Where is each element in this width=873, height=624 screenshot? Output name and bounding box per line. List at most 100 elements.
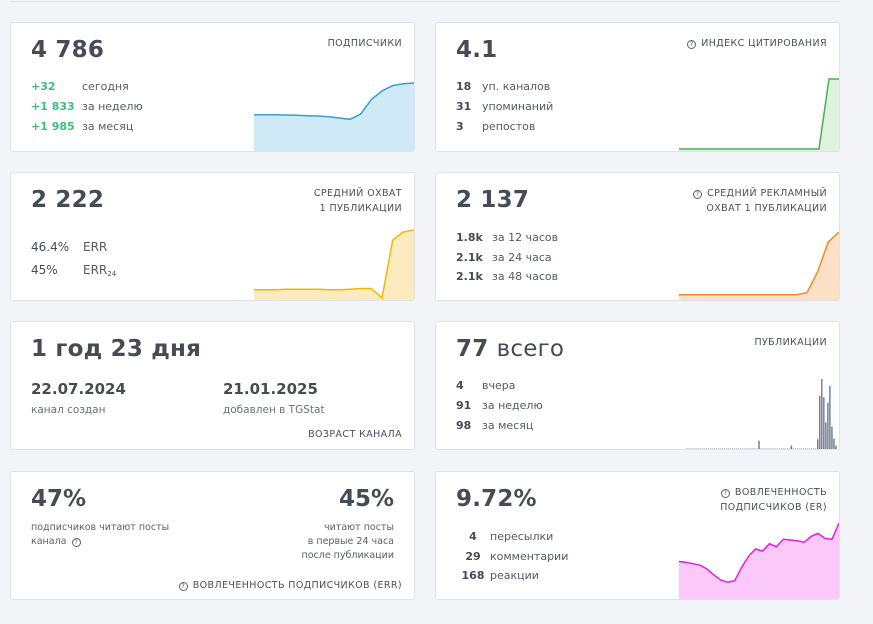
posts-bar <box>792 448 795 449</box>
info-circle-icon[interactable]: ? <box>693 190 703 199</box>
sparkline-area <box>254 83 414 151</box>
posts-bar <box>744 448 746 449</box>
stat-row: 168 реакции <box>461 569 539 582</box>
ad-reach-sparkline <box>679 231 839 300</box>
er-card[interactable]: 9.72% ? ВОВЛЕЧЕННОСТЬ ПОДПИСЧИКОВ (ER) 4 пе… <box>435 471 840 600</box>
posts-bar <box>819 395 821 449</box>
stat-row: 45% ERR24 <box>31 263 117 278</box>
posts-bar <box>717 448 720 449</box>
posts-bar <box>735 448 738 449</box>
posts-bar <box>810 448 813 449</box>
posts-bar <box>723 448 726 449</box>
sparkline-line <box>679 78 839 150</box>
posts-bar <box>703 448 705 449</box>
err-card[interactable]: 47% подписчиков читают посты канала ? 45%… <box>10 471 415 600</box>
ad-reach-stats: 1.8k за 12 часов 2.1k за 24 часа 2.1k за 48… <box>456 228 558 287</box>
subscribers-label: ПОДПИСЧИКИ <box>327 38 402 49</box>
reach-sparkline <box>254 229 414 300</box>
posts-bar <box>691 448 693 449</box>
er-sparkline <box>679 522 839 599</box>
age-label: ВОЗРАСТ КАНАЛА <box>308 429 402 440</box>
posts-bar <box>788 448 791 449</box>
subscribers-value: 4 786 <box>31 37 105 63</box>
ad-reach-value: 2 137 <box>456 187 530 213</box>
posts-bar <box>705 448 707 449</box>
posts-bar <box>699 448 701 449</box>
posts-bar <box>784 448 787 449</box>
posts-bar <box>719 448 722 449</box>
posts-bar <box>715 448 718 449</box>
sparkline-area <box>679 523 839 599</box>
stat-row: 2.1k за 48 часов <box>456 270 559 283</box>
age-value: 1 год 23 дня <box>31 336 202 362</box>
age-card[interactable]: 1 год 23 дня 22.07.2024 канал создан 21.… <box>10 321 415 450</box>
posts-bar <box>727 448 730 449</box>
posts-bar <box>746 448 748 449</box>
posts-bar <box>798 448 801 449</box>
posts-bar <box>731 448 734 449</box>
posts-bar <box>760 448 762 449</box>
posts-bar <box>817 439 819 449</box>
posts-bar <box>835 445 837 449</box>
posts-bar <box>827 402 829 449</box>
info-circle-icon[interactable]: ? <box>687 40 697 49</box>
posts-bar <box>786 448 789 449</box>
sparkline-area <box>679 79 839 151</box>
posts-bar <box>711 448 714 449</box>
posts-bar <box>685 448 687 449</box>
added-date: 21.01.2025 <box>223 380 318 398</box>
posts-bar <box>687 448 689 449</box>
subscribers-card[interactable]: 4 786 ПОДПИСЧИКИ +32 сегодня +1 833 за нед… <box>10 22 415 152</box>
stat-row: +32 сегодня <box>31 80 129 93</box>
posts-bar-chart <box>685 379 837 449</box>
posts-bar <box>770 448 772 449</box>
info-circle-icon[interactable]: ? <box>178 582 188 591</box>
er-value: 9.72% <box>456 486 537 512</box>
stat-row: 31 упоминаний <box>456 100 554 113</box>
posts-bar <box>748 448 750 449</box>
sparkline-area <box>679 232 839 300</box>
info-circle-icon[interactable]: ? <box>720 489 730 498</box>
stat-row: 18 уп. каналов <box>456 80 551 93</box>
posts-bar <box>790 445 793 449</box>
err-pct-24h: 45% <box>338 486 394 512</box>
top-divider <box>10 0 840 2</box>
posts-card[interactable]: 77 всего ПУБЛИКАЦИИ 4 вчера 91 за неделю 9… <box>435 321 840 450</box>
posts-bar <box>740 448 742 449</box>
sparkline-line <box>679 522 839 583</box>
posts-bar <box>794 448 797 449</box>
posts-bar <box>733 448 736 449</box>
err-caption-total: подписчиков читают посты канала ? <box>31 522 170 547</box>
ad-reach-card[interactable]: 2 137 ? СРЕДНИЙ РЕКЛАМНЫЙ ОХВАТ 1 ПУБЛИКАЦ… <box>435 172 840 301</box>
posts-bar <box>756 448 758 449</box>
sparkline-line <box>679 231 839 296</box>
sparkline-line <box>254 82 414 121</box>
question-circle-icon[interactable]: ? <box>71 538 81 547</box>
posts-bar <box>768 448 770 449</box>
posts-bar <box>806 448 809 449</box>
posts-bar <box>766 448 768 449</box>
posts-bar <box>689 448 691 449</box>
posts-bar <box>697 448 699 449</box>
citation-value: 4.1 <box>456 37 498 63</box>
posts-bar <box>829 386 831 449</box>
added-label: добавлен в TGStat <box>223 404 325 416</box>
stat-row: 46.4% ERR <box>31 240 108 254</box>
posts-bar <box>774 448 776 449</box>
posts-stats: 4 вчера 91 за неделю 98 за месяц <box>456 376 543 436</box>
sparkline-line <box>254 229 414 300</box>
er-stats: 4 пересылки 29 комментарии 168 реакции <box>456 527 569 586</box>
posts-label: ПУБЛИКАЦИИ <box>754 337 827 348</box>
subscribers-stats: +32 сегодня +1 833 за неделю +1 985 за меся… <box>31 77 143 137</box>
posts-bar <box>693 448 695 449</box>
reach-label: СРЕДНИЙ ОХВАТ 1 ПУБЛИКАЦИИ <box>313 188 402 214</box>
citation-card[interactable]: 4.1 ? ИНДЕКС ЦИТИРОВАНИЯ 18 уп. каналов 31… <box>435 22 840 152</box>
posts-bar <box>831 426 833 449</box>
posts-bar <box>752 448 754 449</box>
err-label: ? ВОВЛЕЧЕННОСТЬ ПОДПИСЧИКОВ (ERR) <box>178 578 402 593</box>
reach-card[interactable]: 2 222 СРЕДНИЙ ОХВАТ 1 ПУБЛИКАЦИИ 46.4% ERR… <box>10 172 415 301</box>
stat-row: 98 за месяц <box>456 419 534 432</box>
posts-bar <box>750 448 752 449</box>
posts-bar <box>808 448 811 449</box>
posts-bar <box>709 448 712 449</box>
